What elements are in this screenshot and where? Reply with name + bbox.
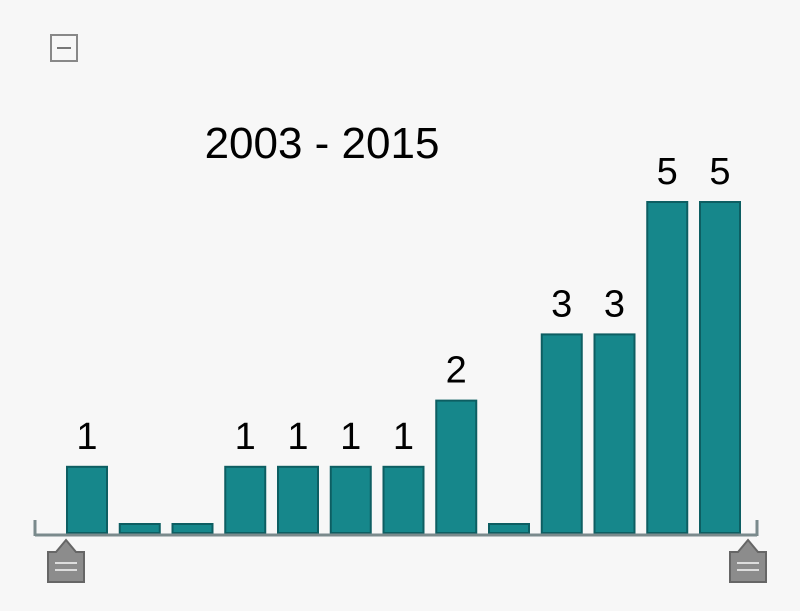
bar <box>593 333 636 534</box>
bar <box>382 465 425 534</box>
bar <box>277 465 319 534</box>
bar <box>488 523 530 534</box>
bar <box>171 523 214 534</box>
value-label: 1 <box>287 416 308 458</box>
value-label: 3 <box>604 283 625 325</box>
bar <box>540 333 583 534</box>
value-label: 3 <box>551 283 572 325</box>
collapse-button[interactable] <box>50 34 78 62</box>
bar <box>646 201 689 534</box>
axis <box>33 520 759 537</box>
bar <box>699 201 741 534</box>
chart-title: 2003 - 2015 <box>205 119 440 168</box>
value-label: 5 <box>657 151 678 193</box>
value-label: 5 <box>709 151 730 193</box>
value-label: 1 <box>76 416 97 458</box>
value-label: 1 <box>235 416 256 458</box>
bar <box>66 465 108 534</box>
bar <box>118 523 161 534</box>
value-label: 1 <box>393 416 414 458</box>
range-handle-left[interactable] <box>47 538 85 583</box>
value-label: 2 <box>446 350 467 392</box>
value-label: 1 <box>340 416 361 458</box>
range-handle-right[interactable] <box>729 538 767 583</box>
bar <box>435 399 478 534</box>
bar <box>329 465 372 534</box>
bar <box>224 465 267 534</box>
